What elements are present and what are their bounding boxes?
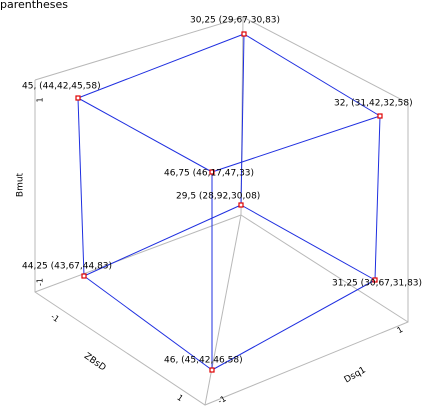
tick-label: -1 — [49, 312, 61, 324]
frame-floor — [204, 214, 242, 406]
axis-label: Dsq1 — [343, 365, 368, 385]
vertex-marker — [238, 202, 244, 208]
cube-edge — [240, 33, 245, 206]
frame-outline — [34, 16, 409, 406]
axis-label: ZBsD — [82, 351, 107, 373]
vertex-marker — [81, 273, 87, 279]
vertex-label: 30,25 (29,67,30,83) — [190, 16, 280, 26]
cube-edge — [83, 275, 213, 371]
vertex-label: 44,25 (43,67,44,83) — [22, 262, 112, 272]
tick-label: 1 — [36, 97, 45, 102]
cube-edge — [77, 97, 85, 277]
tick-label: 1 — [175, 393, 184, 403]
cube-edge — [211, 279, 376, 371]
vertex-label: 45, (44,42,45,58) — [22, 82, 101, 92]
vertex-marker — [372, 277, 378, 283]
cube-edge — [83, 204, 242, 277]
plot-frame — [34, 16, 409, 406]
vertex-label: 46, (45,42,46,58) — [164, 356, 243, 366]
vertex-marker — [75, 95, 81, 101]
tick-label: -1 — [36, 278, 45, 286]
cube-edge — [374, 115, 381, 281]
cube-edge — [243, 33, 381, 117]
vertex-label: 31,25 (30,67,31,83) — [332, 279, 422, 289]
axis-label: Bmut — [16, 172, 26, 197]
title: parentheses — [0, 0, 68, 11]
vertex-marker — [209, 367, 215, 373]
cube-edge — [77, 33, 245, 99]
cube-edges — [77, 33, 381, 371]
vertex-label: 29,5 (28,92,30,08) — [176, 192, 260, 202]
cube-vertices: 30,25 (29,67,30,83) 45, (44,42,45,58) 32, … — [22, 16, 422, 373]
cube-edge — [240, 204, 376, 281]
vertex-label: 46,75 (46,17,47,33) — [164, 169, 254, 179]
vertex-marker — [377, 113, 383, 119]
frame-back — [240, 214, 409, 323]
vertex-marker — [241, 31, 247, 37]
cube-edge — [211, 115, 381, 173]
tick-label: -1 — [216, 394, 227, 406]
vertex-marker — [209, 169, 215, 175]
cube-edge — [77, 97, 213, 173]
vertex-label: 32, (31,42,32,58) — [334, 99, 413, 109]
tick-label: 1 — [396, 325, 405, 335]
